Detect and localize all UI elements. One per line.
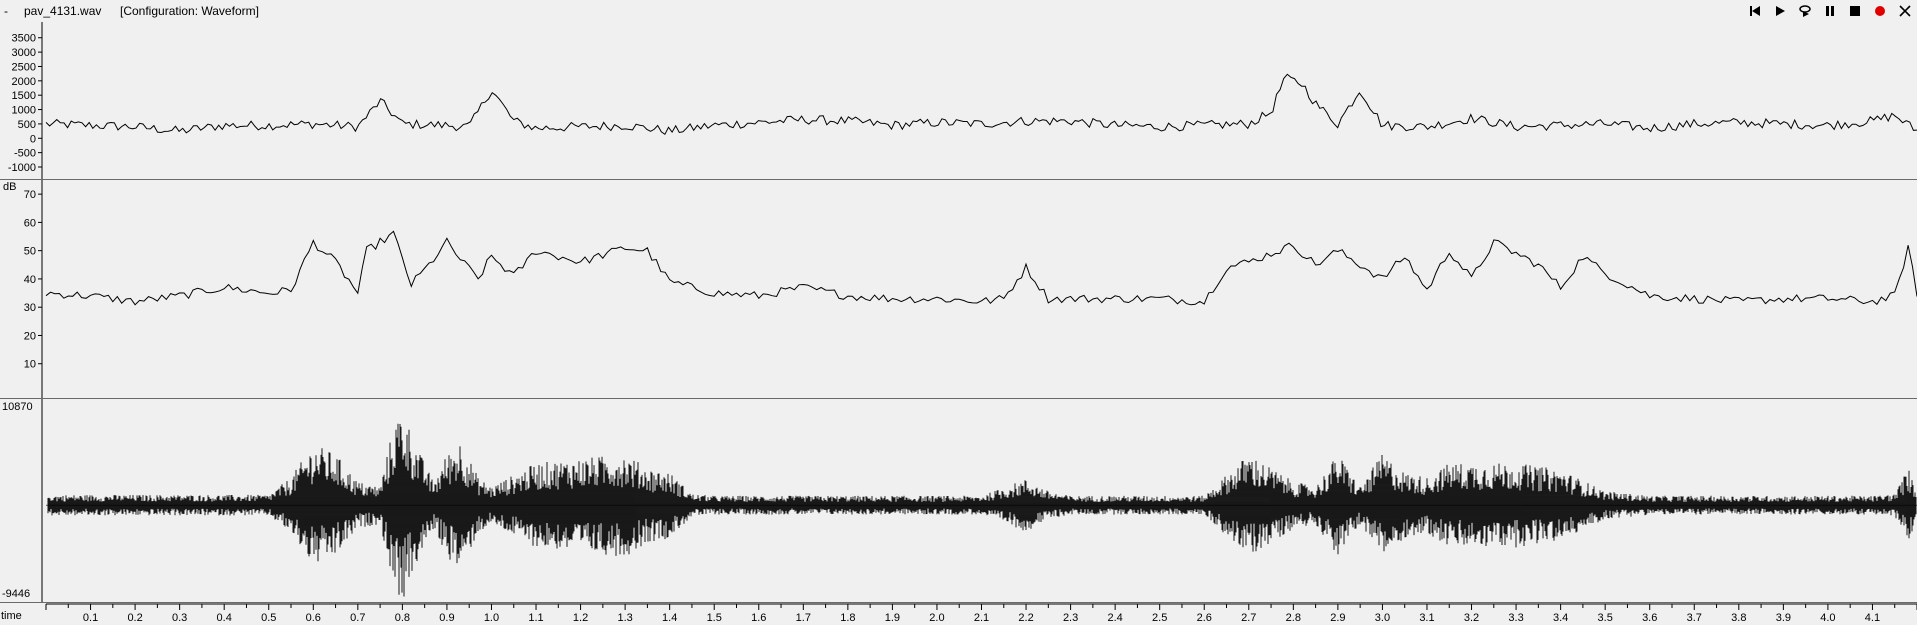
time-tick-label: 2.5: [1152, 612, 1167, 624]
time-tick-label: 3.9: [1776, 612, 1791, 624]
time-tick-label: 3.6: [1642, 612, 1657, 624]
configuration-label: [Configuration: Waveform]: [120, 4, 259, 18]
track-2-chart[interactable]: dB 70 60 50 40 30 20 10: [0, 180, 1917, 398]
skip-to-start-button[interactable]: [1746, 3, 1763, 20]
time-tick-label: 1.3: [617, 612, 632, 624]
waveform-chart[interactable]: 10870 -9446: [0, 399, 1917, 602]
time-tick-label: 3.4: [1553, 612, 1568, 624]
time-axis-label: time: [1, 610, 22, 622]
time-tick-label: 1.0: [484, 612, 499, 624]
y-tick-label: 3500: [12, 33, 36, 45]
y-tick-label: 50: [24, 246, 36, 258]
time-tick-label: 1.9: [885, 612, 900, 624]
stop-icon: [1849, 6, 1860, 16]
window-menu-dash[interactable]: -: [4, 4, 8, 18]
time-tick-label: 1.5: [707, 612, 722, 624]
loop-play-button[interactable]: [1796, 3, 1813, 20]
time-tick-label: 3.5: [1598, 612, 1613, 624]
stop-button[interactable]: [1846, 3, 1863, 20]
y-max-label: 10870: [2, 401, 33, 413]
time-tick-label: 2.4: [1107, 612, 1122, 624]
time-tick-label: 3.2: [1464, 612, 1479, 624]
time-tick-label: 1.8: [840, 612, 855, 624]
close-button[interactable]: [1896, 3, 1913, 20]
y-tick-label: 20: [24, 330, 36, 342]
time-tick-label: 1.1: [528, 612, 543, 624]
time-tick-label: 3.1: [1419, 612, 1434, 624]
time-tick-label: 3.7: [1687, 612, 1702, 624]
close-icon: [1898, 5, 1911, 17]
panel-divider: [0, 602, 1917, 603]
play-icon: [1775, 6, 1785, 16]
track-1-chart[interactable]: 3500 3000 2500 2000 1500 1000 500 0 -500 -1000: [0, 22, 1917, 179]
time-tick-label: 1.6: [751, 612, 766, 624]
time-tick-label: 0.6: [306, 612, 321, 624]
pause-icon: [1825, 6, 1834, 16]
y-tick-label: 1000: [12, 105, 36, 117]
file-name: pav_4131.wav: [24, 4, 102, 18]
time-tick-label: 2.8: [1286, 612, 1301, 624]
time-tick-label: 2.2: [1018, 612, 1033, 624]
loop-play-icon: [1798, 5, 1811, 17]
pause-button[interactable]: [1821, 3, 1838, 20]
time-tick-label: 2.0: [929, 612, 944, 624]
y-tick-label: 1500: [12, 90, 36, 102]
time-tick-label: 2.6: [1197, 612, 1212, 624]
time-tick-label: 0.5: [261, 612, 276, 624]
time-tick-label: 0.2: [127, 612, 142, 624]
track-panel-2: dB 70 60 50 40 30 20 10: [0, 180, 1917, 398]
time-tick-label: 4.0: [1820, 612, 1835, 624]
transport-controls: [1746, 2, 1913, 20]
skip-to-start-icon: [1749, 6, 1760, 16]
play-button[interactable]: [1771, 3, 1788, 20]
time-axis-chart[interactable]: time 0.1 0.2 0.3 0.4 0.5 0.6 0.7 0.8 0.9 1.0 1.1 1.2…: [0, 603, 1917, 625]
time-tick-label: 3.0: [1375, 612, 1390, 624]
y-tick-label: 500: [18, 119, 36, 131]
y-tick-label: 2500: [12, 61, 36, 73]
time-tick-label: 3.8: [1731, 612, 1746, 624]
record-button[interactable]: [1871, 3, 1888, 20]
track-panel-1: 3500 3000 2500 2000 1500 1000 500 0 -500 -1000: [0, 22, 1917, 179]
time-tick-label: 0.7: [350, 612, 365, 624]
time-tick-label: 0.1: [83, 612, 98, 624]
time-tick-label: 4.1: [1865, 612, 1880, 624]
y-tick-label: 40: [24, 274, 36, 286]
time-tick-label: 2.9: [1330, 612, 1345, 624]
y-tick-label: 2000: [12, 76, 36, 88]
time-axis: time 0.1 0.2 0.3 0.4 0.5 0.6 0.7 0.8 0.9 1.0 1.1 1.2…: [0, 603, 1917, 625]
record-icon: [1874, 6, 1885, 16]
series-line: [45, 73, 1917, 136]
title-bar: - pav_4131.wav [Configuration: Waveform]: [0, 0, 1917, 22]
y-tick-label: 60: [24, 217, 36, 229]
track-panel-3: 10870 -9446: [0, 399, 1917, 602]
time-tick-label: 2.1: [974, 612, 989, 624]
time-tick-label: 1.2: [573, 612, 588, 624]
time-tick-label: 2.7: [1241, 612, 1256, 624]
waveform-trace: [47, 423, 1917, 597]
y-tick-label: 0: [30, 133, 36, 145]
time-tick-label: 0.4: [217, 612, 232, 624]
time-tick-label: 0.9: [439, 612, 454, 624]
time-tick-label: 0.3: [172, 612, 187, 624]
y-tick-label: -500: [14, 148, 36, 160]
y-tick-label: 30: [24, 302, 36, 314]
time-tick-label: 1.7: [796, 612, 811, 624]
y-tick-label: -1000: [8, 162, 36, 174]
time-tick-label: 3.3: [1508, 612, 1523, 624]
y-tick-label: 70: [24, 189, 36, 201]
panel-divider[interactable]: [0, 398, 1917, 399]
y-min-label: -9446: [2, 588, 30, 600]
series-line: [45, 230, 1917, 306]
time-tick-label: 2.3: [1063, 612, 1078, 624]
y-tick-label: 3000: [12, 47, 36, 59]
y-tick-label: 10: [24, 359, 36, 371]
time-tick-label: 0.8: [395, 612, 410, 624]
y-axis-label: dB: [3, 181, 16, 193]
time-tick-label: 1.4: [662, 612, 677, 624]
panel-divider[interactable]: [0, 179, 1917, 180]
